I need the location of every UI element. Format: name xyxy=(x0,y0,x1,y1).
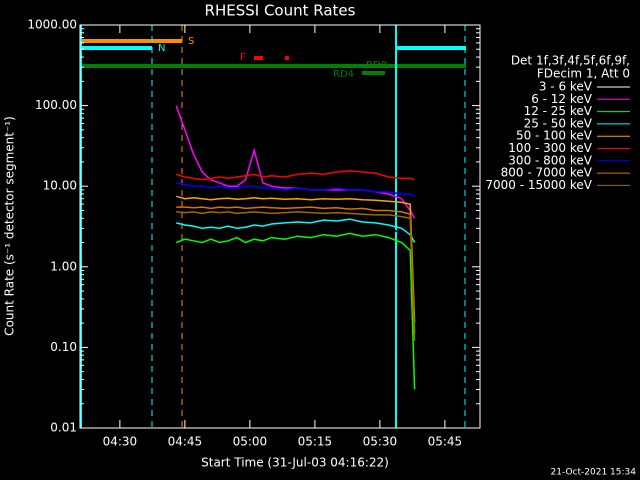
series-line xyxy=(175,98,416,271)
legend-label: 25 - 50 keV xyxy=(524,116,593,130)
legend-label: 7000 - 15000 keV xyxy=(485,178,592,192)
x-tick-label: 05:30 xyxy=(363,435,398,449)
legend-title: FDecim 1, Att 0 xyxy=(537,67,630,81)
x-tick-label: 05:45 xyxy=(428,435,463,449)
y-tick-label: 10.00 xyxy=(43,179,77,193)
y-tick-label: 1000.00 xyxy=(27,18,77,32)
series-line xyxy=(176,218,416,243)
legend-label: 50 - 100 keV xyxy=(516,129,593,143)
legend-label: 6 - 12 keV xyxy=(531,92,593,106)
x-tick-label: 05:00 xyxy=(233,435,268,449)
chart-title: RHESSI Count Rates xyxy=(205,2,356,20)
flag-label: RD4 xyxy=(333,69,354,80)
series-line xyxy=(175,170,415,181)
legend-label: 100 - 300 keV xyxy=(508,141,592,155)
y-tick-label: 100.00 xyxy=(35,98,77,112)
footer: 21-Oct-2021 15:34 xyxy=(551,468,637,478)
x-tick-label: 05:15 xyxy=(298,435,333,449)
x-tick-label: 04:45 xyxy=(168,435,203,449)
flag-label: S xyxy=(188,36,194,47)
flag-label: F xyxy=(240,52,246,63)
legend-label: 3 - 6 keV xyxy=(539,80,593,94)
series-line xyxy=(176,206,416,334)
series-line xyxy=(175,232,416,390)
plot-frame xyxy=(79,24,481,429)
x-tick-label: 04:30 xyxy=(103,435,138,449)
legend-label: 12 - 25 keV xyxy=(524,104,593,118)
y-tick-label: 1.00 xyxy=(50,259,77,273)
legend-label: 300 - 800 keV xyxy=(508,153,592,167)
series-line xyxy=(176,211,416,342)
flag-label: RD0 xyxy=(366,60,387,71)
y-tick-label: 0.01 xyxy=(50,421,77,435)
series-line xyxy=(175,105,416,219)
y-tick-label: 0.10 xyxy=(50,340,77,354)
series-line xyxy=(176,182,415,197)
x-axis-label: Start Time (31-Jul-03 04:16:22) xyxy=(201,456,389,470)
flags xyxy=(80,25,466,428)
flag-label: N xyxy=(158,43,165,54)
series-line xyxy=(176,195,416,324)
legend-label: 800 - 7000 keV xyxy=(501,166,593,180)
y-axis-label: Count Rate (s⁻¹ detector segment⁻¹) xyxy=(3,116,17,336)
legend-title: Det 1f,3f,4f,5f,6f,9f, xyxy=(511,54,630,68)
